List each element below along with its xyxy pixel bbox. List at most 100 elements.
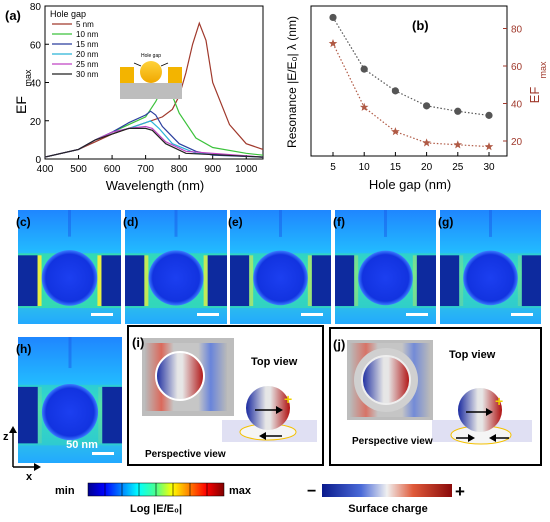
- panel-j-perspective-label: Perspective view: [352, 436, 433, 447]
- field-map-label: (d): [123, 215, 138, 229]
- legend-entry: 25 nm: [76, 60, 99, 69]
- panel-j-label: (j): [333, 337, 345, 352]
- y-right-tick-label: 40: [511, 100, 523, 111]
- hot-spot-right: [307, 255, 312, 307]
- hot-spot-right: [98, 386, 103, 444]
- hot-spot-left: [249, 255, 254, 307]
- scale-bar: [92, 452, 114, 455]
- y-tick-label: 40: [30, 79, 42, 90]
- panel-i-substrate-arrow-head: [259, 432, 266, 440]
- efmax-point: [453, 140, 463, 149]
- x-tick-label: 15: [390, 162, 402, 173]
- nanosphere: [148, 250, 204, 306]
- scale-bar: [301, 313, 323, 316]
- y-right-tick-label: 60: [511, 62, 523, 73]
- x-tick-label: 1000: [235, 164, 258, 175]
- nanosphere: [41, 250, 98, 306]
- panel-j: (j) Top view + Perspective view: [329, 327, 542, 466]
- resonance-point: [423, 102, 431, 110]
- scale-bar-label: 50 nm: [66, 439, 98, 451]
- hot-spot-left: [144, 255, 149, 307]
- y-tick-label: 80: [30, 2, 42, 13]
- x-tick-label: 5: [330, 162, 336, 173]
- nanosphere: [463, 250, 518, 306]
- axis-indicator: z x: [3, 426, 41, 483]
- film-block-right: [207, 255, 227, 307]
- resonance-point: [391, 87, 399, 95]
- scale-bar: [511, 313, 533, 316]
- resonance-line: [332, 17, 490, 116]
- field-map-label: (c): [16, 215, 31, 229]
- panel-a: (a) EF max Wavelength (nm) 400 500 600 700 8…: [5, 2, 264, 193]
- panel-b-ylabel-right: EF max: [527, 61, 548, 103]
- legend-entry: 10 nm: [76, 30, 99, 39]
- series-line-25nm: [44, 125, 264, 158]
- series-line-30nm: [44, 127, 264, 158]
- scale-bar: [197, 313, 219, 316]
- field-map-label: (h): [16, 342, 31, 356]
- x-axis-label: x: [26, 471, 33, 483]
- legend-title: Hole gap: [50, 9, 86, 19]
- z-arrowhead: [9, 426, 17, 433]
- inset-film-left: [120, 67, 134, 83]
- panel-b-ylabel-left: Resonance |E/E₀| λ (nm): [285, 16, 299, 148]
- film-block-left: [18, 255, 38, 307]
- hot-spot-left: [459, 255, 464, 307]
- inset-substrate: [120, 83, 182, 99]
- panel-i-label: (i): [132, 335, 144, 350]
- panel-a-ylabel-main: EF: [13, 96, 29, 114]
- scale-bar: [406, 313, 428, 316]
- field-colorbar: min max Log |E/E₀|: [55, 482, 252, 515]
- y-tick-label: 20: [30, 117, 42, 128]
- legend-entry: 20 nm: [76, 50, 99, 59]
- panel-a-xlabel: Wavelength (nm): [106, 178, 205, 193]
- hot-spot-left: [37, 255, 42, 307]
- field-map-label: (f): [333, 215, 345, 229]
- efmax-line: [332, 43, 490, 148]
- panel-a-label: (a): [5, 8, 21, 23]
- x-tick-label: 20: [421, 162, 433, 173]
- field-maps-row: (c) (d) (e) (f) (g) (h) 50 nm: [16, 210, 541, 463]
- nanosphere: [41, 384, 99, 441]
- x-arrowhead: [34, 463, 41, 471]
- panel-b-series: [328, 13, 494, 151]
- panel-j-arrow-left-head: [468, 434, 475, 442]
- field-colorbar-min: min: [55, 485, 75, 497]
- y-tick-label: 0: [35, 155, 41, 166]
- x-tick-label: 500: [70, 164, 87, 175]
- film-block-right: [521, 255, 541, 307]
- film-block-left: [125, 255, 145, 307]
- charge-colorbar-label: Surface charge: [348, 503, 427, 515]
- film-block-left: [335, 255, 355, 307]
- panel-b-ticks: 5 10 15 20 25 30 20 40 60 80: [330, 25, 522, 174]
- charge-colorbar-plus: +: [455, 482, 465, 501]
- panel-b-plot-frame: [310, 5, 508, 157]
- inset-label: Hole gap: [141, 53, 161, 59]
- legend-entry: 5 nm: [76, 20, 94, 29]
- film-block-right: [102, 386, 122, 444]
- inset-gap-arrow-right: [160, 62, 169, 67]
- legend-entry: 15 nm: [76, 40, 99, 49]
- panel-i: (i) Top view + Perspective view: [127, 325, 324, 466]
- x-tick-label: 700: [137, 164, 154, 175]
- efmax-point: [391, 127, 400, 136]
- panel-j-perspective-sphere: [458, 388, 502, 432]
- x-tick-label: 400: [37, 164, 54, 175]
- resonance-point: [454, 107, 462, 115]
- efmax-point: [328, 39, 338, 48]
- film-block-left: [440, 255, 460, 307]
- field-colorbar-ticks: [104, 483, 208, 496]
- panel-j-plus-sign: +: [495, 393, 503, 409]
- hot-spot-right: [517, 255, 522, 307]
- y-tick-label: 60: [30, 40, 42, 51]
- panel-i-perspective-label: Perspective view: [145, 449, 226, 460]
- resonance-point: [360, 65, 368, 73]
- field-map-label: (e): [228, 215, 243, 229]
- film-block-right: [311, 255, 331, 307]
- hot-spot-right: [412, 255, 417, 307]
- hot-spot-right: [97, 255, 102, 307]
- charge-colorbar: − + Surface charge: [307, 482, 465, 515]
- film-block-left: [230, 255, 250, 307]
